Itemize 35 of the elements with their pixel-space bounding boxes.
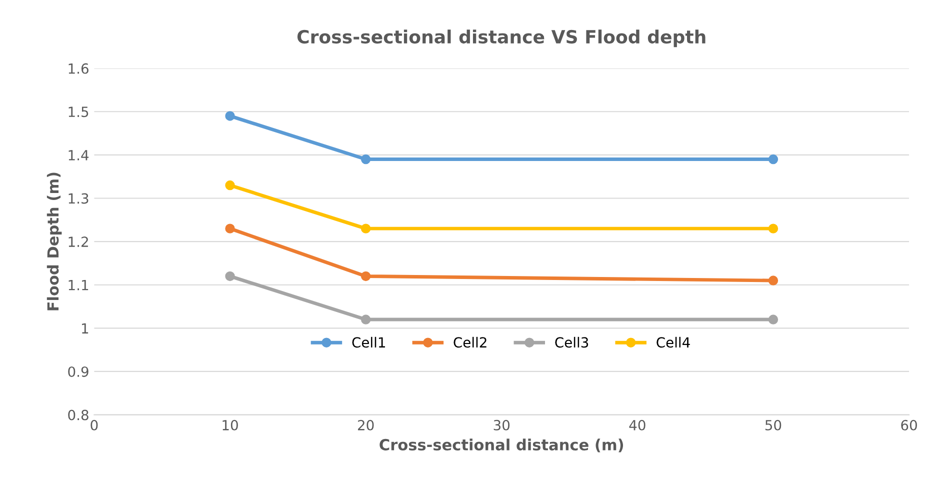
x-tick-label: 50 xyxy=(765,420,782,430)
point xyxy=(768,224,778,234)
legend-label: Cell2 xyxy=(454,336,486,348)
x-tick-label: 20 xyxy=(358,420,374,430)
x-tick-label: 40 xyxy=(629,420,646,430)
y-tick-label: 0.8 xyxy=(68,410,88,420)
point xyxy=(360,271,371,282)
y-tick-label: 1.6 xyxy=(68,63,88,74)
y-axis-title: Flood Depth (m) xyxy=(46,172,62,310)
legend-label: Cell4 xyxy=(656,336,690,348)
legend-label: Cell3 xyxy=(555,336,588,348)
x-axis-title: Cross-sectional distance (m) xyxy=(380,438,624,452)
y-tick-label: 1 xyxy=(82,323,88,334)
legend-label: Cell1 xyxy=(352,336,385,348)
point xyxy=(225,271,235,282)
x-tick-label: 60 xyxy=(901,420,917,430)
point xyxy=(360,154,371,164)
point xyxy=(360,314,371,324)
point xyxy=(360,224,371,234)
x-tick-label: 0 xyxy=(90,420,98,430)
x-tick-label: 10 xyxy=(222,420,238,430)
y-tick-label: 1.5 xyxy=(68,106,88,118)
point xyxy=(768,314,778,324)
y-tick-label: 0.9 xyxy=(68,366,88,377)
x-tick-label: 30 xyxy=(494,420,510,430)
point xyxy=(768,154,778,164)
point xyxy=(225,111,235,121)
point xyxy=(225,180,235,190)
y-tick-label: 1.1 xyxy=(68,280,88,290)
point xyxy=(768,276,778,286)
y-tick-label: 1.4 xyxy=(68,150,89,160)
point xyxy=(225,224,235,234)
y-tick-label: 1.2 xyxy=(68,236,88,247)
chart-title: Cross-sectional distance VS Flood depth xyxy=(297,30,706,48)
y-tick-label: 1.3 xyxy=(68,193,88,204)
